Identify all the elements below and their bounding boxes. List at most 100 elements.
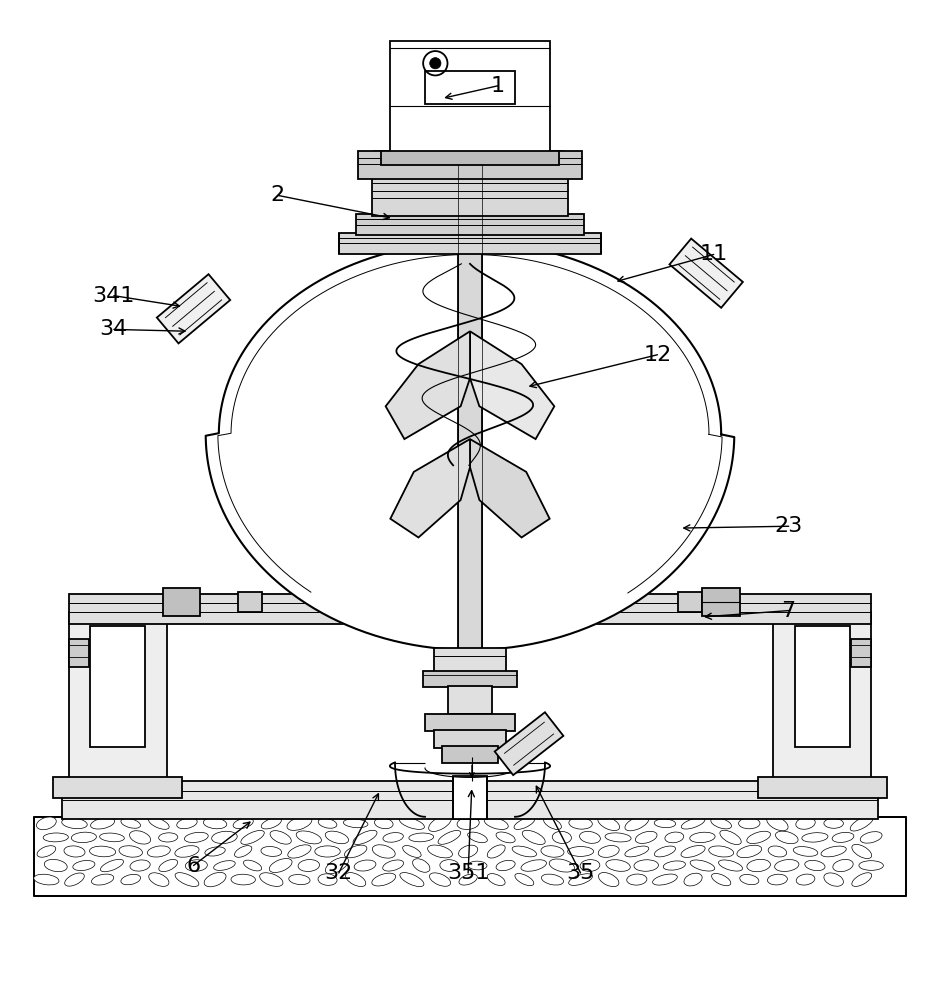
Bar bbox=[458, 165, 482, 653]
Text: 34: 34 bbox=[100, 319, 128, 339]
Ellipse shape bbox=[159, 833, 178, 842]
Ellipse shape bbox=[205, 847, 226, 856]
Ellipse shape bbox=[737, 845, 761, 858]
Text: 7: 7 bbox=[781, 601, 796, 621]
Bar bbox=[157, 274, 230, 343]
Ellipse shape bbox=[100, 833, 124, 842]
Ellipse shape bbox=[315, 846, 340, 857]
Ellipse shape bbox=[400, 873, 424, 887]
Text: 12: 12 bbox=[643, 345, 671, 365]
Ellipse shape bbox=[90, 818, 115, 829]
Ellipse shape bbox=[457, 817, 479, 829]
Ellipse shape bbox=[553, 831, 572, 843]
Ellipse shape bbox=[130, 831, 150, 844]
Ellipse shape bbox=[288, 845, 311, 858]
Bar bbox=[381, 151, 559, 165]
Ellipse shape bbox=[37, 846, 55, 857]
Ellipse shape bbox=[261, 847, 282, 856]
Ellipse shape bbox=[62, 818, 87, 829]
Ellipse shape bbox=[37, 817, 56, 830]
Bar bbox=[442, 746, 498, 763]
Ellipse shape bbox=[690, 860, 714, 871]
Ellipse shape bbox=[44, 859, 68, 872]
Ellipse shape bbox=[767, 874, 788, 885]
Ellipse shape bbox=[767, 816, 788, 831]
Bar bbox=[371, 177, 569, 216]
Ellipse shape bbox=[175, 873, 199, 886]
Ellipse shape bbox=[540, 846, 564, 857]
Ellipse shape bbox=[243, 860, 261, 871]
Ellipse shape bbox=[487, 874, 505, 886]
Ellipse shape bbox=[712, 873, 730, 886]
Ellipse shape bbox=[720, 830, 742, 845]
Ellipse shape bbox=[119, 846, 143, 857]
Ellipse shape bbox=[430, 873, 450, 886]
Ellipse shape bbox=[796, 817, 815, 829]
Bar bbox=[447, 686, 493, 714]
Ellipse shape bbox=[709, 846, 733, 857]
Text: 35: 35 bbox=[567, 863, 595, 883]
Ellipse shape bbox=[149, 817, 169, 829]
Ellipse shape bbox=[438, 830, 461, 844]
Ellipse shape bbox=[484, 817, 509, 829]
Ellipse shape bbox=[682, 818, 705, 829]
Ellipse shape bbox=[569, 818, 592, 829]
Polygon shape bbox=[374, 151, 402, 233]
Text: 32: 32 bbox=[324, 863, 352, 883]
Polygon shape bbox=[503, 151, 512, 233]
Ellipse shape bbox=[344, 845, 367, 858]
Polygon shape bbox=[418, 151, 437, 233]
Ellipse shape bbox=[212, 831, 237, 844]
Ellipse shape bbox=[72, 860, 95, 871]
Ellipse shape bbox=[512, 846, 537, 857]
Ellipse shape bbox=[440, 860, 459, 871]
Bar bbox=[773, 612, 871, 783]
Ellipse shape bbox=[832, 832, 854, 842]
Ellipse shape bbox=[204, 872, 226, 887]
Ellipse shape bbox=[261, 818, 281, 829]
Bar bbox=[357, 151, 583, 179]
Ellipse shape bbox=[318, 874, 337, 885]
Ellipse shape bbox=[64, 846, 85, 857]
Bar bbox=[425, 714, 515, 731]
Ellipse shape bbox=[521, 860, 546, 871]
Ellipse shape bbox=[65, 873, 85, 886]
Ellipse shape bbox=[665, 832, 683, 843]
Text: 351: 351 bbox=[446, 863, 490, 883]
Ellipse shape bbox=[580, 831, 601, 843]
Ellipse shape bbox=[823, 818, 843, 828]
Ellipse shape bbox=[543, 817, 561, 830]
Ellipse shape bbox=[823, 873, 843, 886]
Ellipse shape bbox=[625, 816, 649, 831]
Ellipse shape bbox=[459, 845, 478, 858]
Ellipse shape bbox=[598, 846, 619, 857]
Ellipse shape bbox=[598, 816, 619, 831]
Ellipse shape bbox=[523, 830, 545, 845]
Ellipse shape bbox=[203, 818, 227, 829]
Ellipse shape bbox=[821, 846, 846, 857]
Ellipse shape bbox=[718, 860, 743, 871]
Ellipse shape bbox=[496, 832, 515, 843]
Ellipse shape bbox=[468, 861, 487, 870]
Ellipse shape bbox=[177, 818, 197, 829]
Ellipse shape bbox=[599, 873, 619, 887]
Text: 2: 2 bbox=[271, 185, 285, 205]
Ellipse shape bbox=[159, 859, 178, 872]
Ellipse shape bbox=[296, 831, 321, 844]
Polygon shape bbox=[206, 242, 734, 650]
Ellipse shape bbox=[269, 859, 292, 873]
Bar bbox=[69, 594, 871, 624]
Ellipse shape bbox=[231, 874, 256, 885]
Ellipse shape bbox=[241, 830, 264, 844]
Ellipse shape bbox=[346, 873, 366, 887]
Ellipse shape bbox=[852, 844, 871, 859]
Ellipse shape bbox=[711, 818, 731, 829]
Ellipse shape bbox=[467, 832, 487, 843]
Ellipse shape bbox=[353, 830, 377, 844]
Bar bbox=[795, 626, 850, 747]
Ellipse shape bbox=[768, 846, 787, 857]
Ellipse shape bbox=[413, 859, 430, 872]
Ellipse shape bbox=[625, 846, 649, 857]
Ellipse shape bbox=[148, 846, 170, 857]
Ellipse shape bbox=[234, 846, 252, 857]
